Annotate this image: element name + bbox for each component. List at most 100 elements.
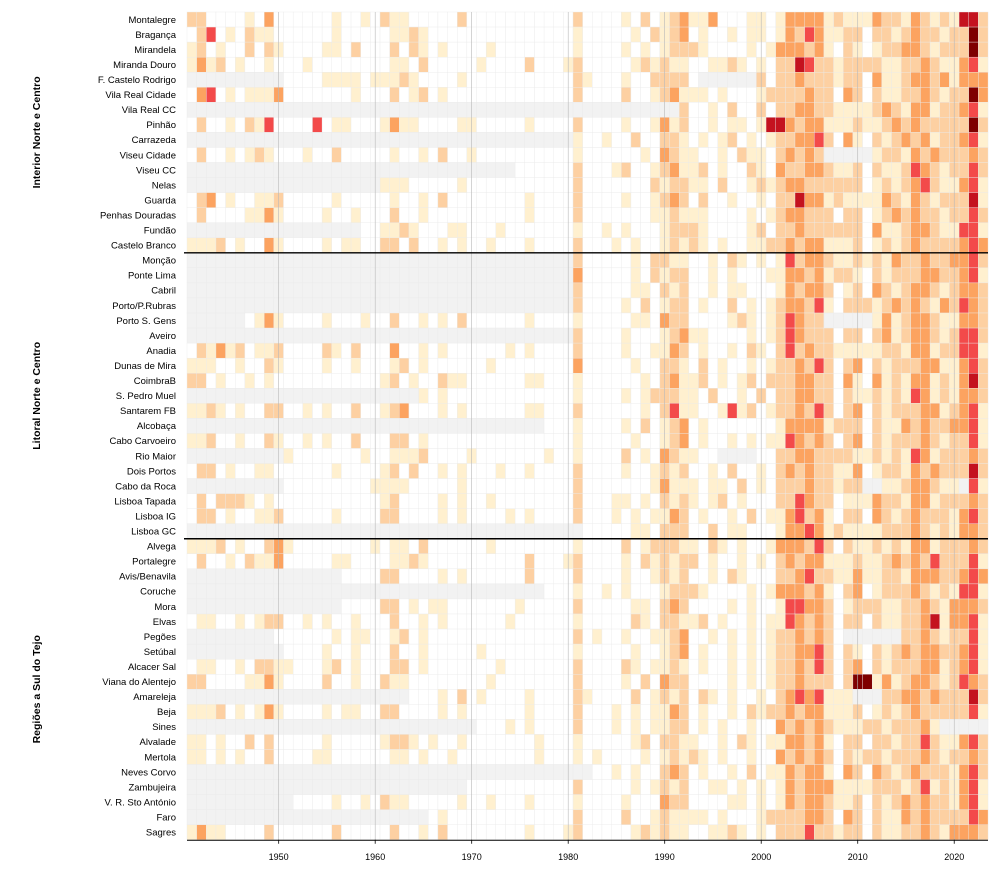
heatmap-cell [746,553,757,570]
heatmap-cell [871,207,883,223]
heatmap-cell [717,207,728,223]
heatmap-cell [505,41,516,58]
heatmap-cell [592,493,603,509]
heatmap-cell [321,794,333,810]
heatmap-cell [196,327,207,344]
heatmap-cell [254,87,265,103]
heatmap-cell [920,493,931,509]
heatmap-cell [727,809,738,825]
heatmap-cell [447,809,458,825]
heatmap-cell [553,252,564,269]
heatmap-cell [186,282,197,299]
heatmap-cell [678,102,690,118]
heatmap-cell [553,327,564,344]
heatmap-cell [254,418,265,434]
heatmap-cell [505,463,516,479]
heatmap-cell [968,704,979,720]
heatmap-cell [524,764,535,780]
heatmap-cell [524,719,535,735]
heatmap-cell [418,674,429,690]
heatmap-cell [630,538,641,555]
heatmap-cell [843,583,854,600]
heatmap-cell [775,433,786,449]
heatmap-cell [302,583,313,600]
heatmap-cell [321,433,333,449]
heatmap-cell [447,643,458,660]
heatmap-cell [765,628,776,645]
heatmap-cell [958,282,969,299]
heatmap-cell [447,418,458,434]
heatmap-cell [727,297,738,314]
heatmap-cell [804,177,815,193]
heatmap-cell [215,11,226,28]
heatmap-cell [843,357,854,374]
heatmap-cell [871,583,883,600]
heatmap-cell [920,267,931,284]
heatmap-cell [235,448,246,464]
heatmap-cell [650,162,661,178]
heatmap-cell [264,312,275,329]
heatmap-cell [331,87,342,103]
heatmap-cell [264,207,275,223]
heatmap-cell [592,312,603,329]
station-label: Penhas Douradas [100,210,176,221]
heatmap-cell [900,388,912,404]
heatmap-cell [360,312,371,329]
heatmap-cell [514,252,526,269]
heatmap-cell [206,192,217,208]
heatmap-cell [823,779,834,795]
heatmap-cell [428,327,439,344]
heatmap-cell [485,809,497,825]
heatmap-cell [814,568,825,585]
heatmap-cell [447,749,458,765]
heatmap-cell [640,764,651,780]
heatmap-cell [794,162,805,178]
heatmap-cell [582,388,593,404]
heatmap-cell [572,463,583,479]
heatmap-cell [775,297,786,314]
station-label: Cabo Carvoeiro [109,436,176,447]
heatmap-cell [572,779,583,795]
heatmap-cell [302,478,313,494]
heatmap-cell [765,764,776,780]
heatmap-cell [794,373,805,389]
heatmap-cell [727,117,738,133]
heatmap-cell [186,162,197,178]
heatmap-cell [235,71,246,88]
heatmap-cell [457,734,468,750]
heatmap-cell [360,704,371,720]
heatmap-cell [572,824,583,841]
heatmap-cell [794,779,805,795]
heatmap-cell [736,418,747,434]
heatmap-cell [186,658,197,675]
heatmap-cell [331,523,342,540]
heatmap-cell [524,613,535,630]
heatmap-cell [698,508,709,524]
heatmap-cell [254,734,265,750]
heatmap-cell [736,779,747,795]
heatmap-cell [408,282,419,299]
heatmap-cell [592,643,603,660]
heatmap-cell [321,56,333,73]
heatmap-cell [891,282,902,299]
heatmap-cell [418,704,429,720]
heatmap-cell [823,704,834,720]
heatmap-cell [331,56,342,73]
heatmap-cell [746,222,757,238]
heatmap-cell [543,658,554,675]
heatmap-cell [601,764,612,780]
heatmap-cell [264,658,275,675]
heatmap-cell [978,207,989,223]
heatmap-cell [418,493,429,509]
station-label: Cabo da Roca [115,481,176,492]
heatmap-cell [543,192,554,208]
heatmap-cell [206,237,217,254]
heatmap-cell [611,689,622,705]
heatmap-cell [514,538,526,555]
heatmap-cell [418,538,429,555]
heatmap-cell [920,719,931,735]
heatmap-cell [572,719,583,735]
heatmap-cell [978,508,989,524]
heatmap-cell [929,704,940,720]
heatmap-cell [601,327,612,344]
